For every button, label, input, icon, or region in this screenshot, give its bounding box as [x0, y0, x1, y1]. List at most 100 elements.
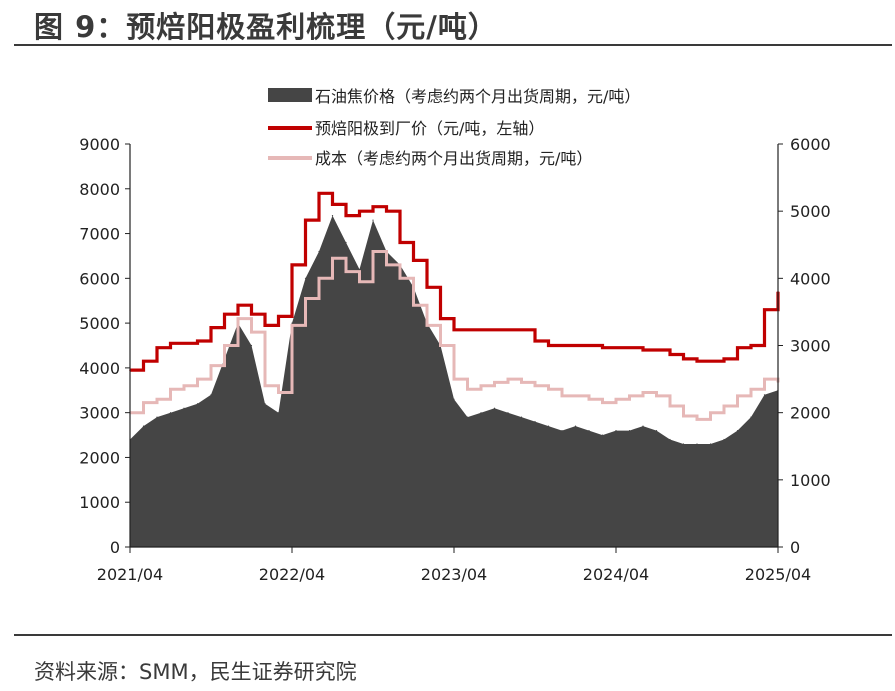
right-axis-tick-label: 5000	[790, 202, 831, 221]
data-point	[264, 385, 266, 387]
data-point	[156, 398, 158, 401]
data-point	[142, 401, 145, 404]
data-point	[277, 315, 280, 318]
data-point	[547, 344, 550, 347]
data-point	[453, 378, 455, 380]
left-axis-tick-label: 5000	[79, 314, 120, 333]
data-point	[655, 395, 658, 397]
data-point	[628, 395, 631, 397]
data-point	[277, 391, 280, 394]
data-point	[426, 286, 428, 289]
data-point	[223, 313, 226, 316]
x-axis-tick-label: 2023/04	[421, 565, 487, 584]
left-axis-tick-label: 3000	[79, 404, 120, 423]
data-point	[385, 264, 388, 266]
data-point	[210, 364, 212, 367]
data-point	[183, 385, 185, 387]
legend-swatch-area	[268, 88, 312, 102]
data-point	[669, 353, 671, 356]
axes-layer: 0 1000 2000 3000 4000 5000 6000 7000 8000 9000 0 10…	[79, 135, 830, 584]
left-axis-tick-label: 8000	[79, 180, 120, 199]
data-point	[412, 304, 415, 307]
data-point	[615, 430, 617, 432]
area-layer	[129, 215, 779, 547]
data-point	[372, 219, 374, 221]
data-point	[358, 268, 361, 270]
series-line-1	[130, 191, 780, 372]
data-point	[480, 412, 482, 414]
right-axis-tick-label: 3000	[790, 337, 831, 356]
left-axis-tick-label: 7000	[79, 225, 120, 244]
data-point	[223, 344, 226, 347]
legend-label: 成本（考虑约两个月出货周期，元/吨）	[315, 149, 592, 168]
data-point	[169, 388, 172, 391]
data-point	[736, 395, 739, 397]
data-point	[142, 425, 145, 427]
data-point	[453, 398, 455, 400]
data-point	[331, 257, 334, 260]
data-point	[534, 340, 536, 342]
data-point	[615, 346, 617, 349]
left-axis-tick-label: 0	[110, 538, 120, 557]
data-point	[493, 407, 496, 409]
data-point	[736, 346, 739, 349]
data-point	[547, 388, 550, 391]
x-axis-tick-label: 2025/04	[745, 565, 811, 584]
data-point	[520, 329, 523, 331]
figure-title: 图 9：预焙阳极盈利梳理（元/吨）	[34, 10, 498, 44]
data-point	[196, 340, 199, 342]
data-point	[331, 203, 334, 206]
data-point	[561, 430, 563, 432]
data-point	[520, 381, 523, 384]
left-axis-tick-label: 6000	[79, 269, 120, 288]
data-point	[264, 324, 266, 327]
data-point	[196, 378, 199, 380]
data-point	[466, 329, 469, 331]
right-axis-tick-label: 0	[790, 538, 800, 557]
data-point	[628, 346, 631, 349]
right-axis-tick-label: 1000	[790, 471, 831, 490]
data-point	[682, 415, 685, 417]
footer-divider	[14, 634, 892, 636]
right-axis-tick-label: 4000	[790, 269, 831, 288]
data-point	[696, 443, 698, 445]
left-axis-tick-label: 4000	[79, 359, 120, 378]
data-point	[520, 416, 523, 418]
data-point	[291, 264, 293, 266]
data-point	[291, 324, 293, 327]
data-point	[628, 430, 631, 432]
data-point	[601, 401, 604, 404]
data-point	[466, 388, 469, 391]
data-point	[507, 412, 509, 414]
data-point	[709, 443, 712, 445]
data-point	[426, 324, 428, 327]
data-point	[237, 317, 239, 320]
data-point	[412, 259, 415, 262]
data-point	[277, 412, 280, 414]
data-point	[480, 385, 482, 387]
data-point	[655, 349, 658, 351]
data-point	[439, 344, 442, 347]
data-point	[345, 270, 347, 273]
data-point	[763, 308, 766, 311]
data-point	[385, 210, 388, 212]
data-point	[574, 395, 577, 397]
legend-label: 预焙阳极到厂价（元/吨，左轴）	[315, 119, 544, 138]
data-point	[723, 358, 725, 360]
data-point	[169, 412, 172, 414]
data-point	[169, 342, 172, 345]
data-point	[534, 385, 536, 387]
data-point	[493, 381, 496, 384]
data-point	[156, 416, 158, 418]
data-point	[183, 407, 185, 409]
data-point	[763, 378, 766, 380]
data-point	[615, 398, 617, 401]
chart: 石油焦价格（考虑约两个月出货周期，元/吨） 预焙阳极到厂价（元/吨，左轴） 成本（考…	[79, 87, 830, 584]
data-point	[561, 344, 563, 347]
data-point	[642, 391, 644, 394]
data-point	[318, 250, 320, 253]
data-point	[183, 342, 185, 345]
series-area-0	[130, 215, 778, 547]
data-point	[696, 418, 698, 421]
data-point	[723, 438, 725, 441]
